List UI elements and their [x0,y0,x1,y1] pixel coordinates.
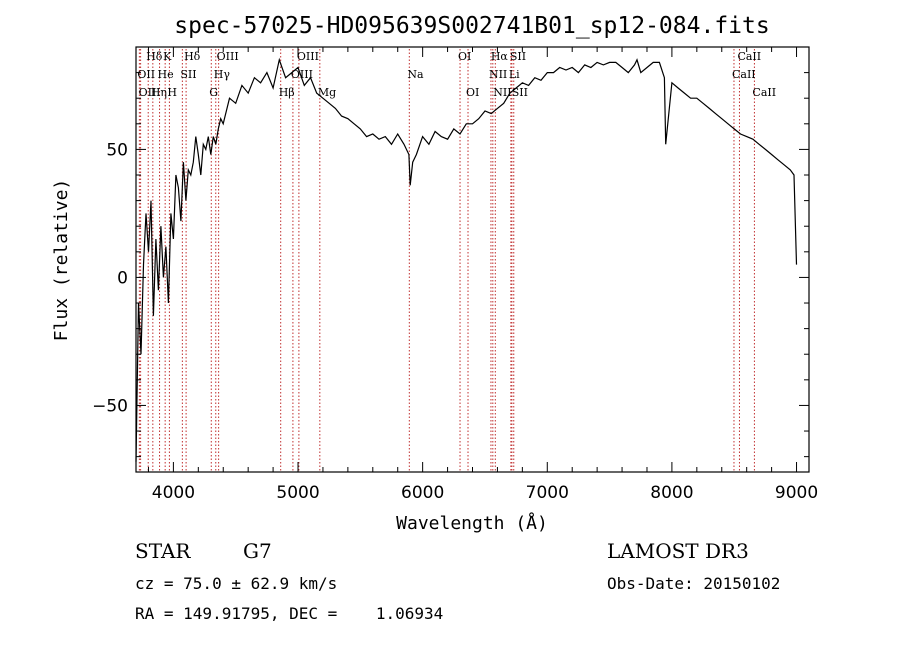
object-subclass: G7 [243,539,272,563]
line-marker-label: SII [512,86,528,99]
line-marker-label: Mg [318,86,336,99]
line-marker-label: OII [139,86,157,99]
y-tick-label: 50 [106,140,128,160]
line-marker-label: CaII [737,50,761,63]
x-tick-label: 8000 [650,483,693,503]
line-marker-label: H [167,86,177,99]
x-tick-label: 5000 [276,483,319,503]
y-axis-label: Flux (relative) [51,179,72,342]
line-marker-label: Hγ [214,68,231,81]
x-tick-label: 6000 [401,483,444,503]
line-marker-label: Hβ [279,86,295,99]
line-markers [138,49,755,472]
line-marker-label: Li [509,68,520,81]
line-marker-label: NII [489,68,507,81]
line-marker-label: OIII [291,68,313,81]
object-class: STAR [135,539,191,563]
chart-title: spec-57025-HD095639S002741B01_sp12-084.f… [174,13,769,39]
line-marker-label: SII [510,50,526,63]
obs-date-text: Obs-Date: 20150102 [607,574,781,593]
plot-frame [135,46,810,473]
line-marker-label: OI [466,86,479,99]
line-marker-label: OII [137,68,155,81]
coordinates-text: RA = 149.91795, DEC = 1.06934 [135,604,444,623]
line-marker-label: G [209,86,218,99]
survey-name: LAMOST DR3 [607,539,749,563]
redshift-text: cz = 75.0 ± 62.9 km/s [135,574,338,593]
line-marker-label: CaII [752,86,776,99]
line-marker-label: OI [458,50,471,63]
line-marker-label: Na [407,68,424,81]
line-marker-label: NII [493,86,511,99]
line-marker-label: K [163,50,172,63]
line-marker-label: Hδ [146,50,163,63]
line-marker-label: OIII [297,50,319,63]
line-marker-label: Hα [491,50,509,63]
line-marker-label: CaII [732,68,756,81]
line-marker-label: SII [180,68,196,81]
y-axis-ticks: −50 0 50 [92,72,809,458]
x-tick-label: 7000 [526,483,569,503]
x-axis-label: Wavelength (Å) [396,512,548,534]
y-tick-label: 0 [117,268,128,288]
spectrum-line [135,57,798,462]
line-marker-label: Hδ [184,50,201,63]
line-marker-label: He [158,68,174,81]
line-marker-label: Hη [151,86,167,99]
x-tick-label: 4000 [152,483,195,503]
x-tick-label: 9000 [775,483,818,503]
x-axis-ticks: 4000 5000 6000 7000 8000 9000 [147,47,818,503]
line-marker-label: OIII [217,50,239,63]
y-tick-label: −50 [92,396,128,416]
